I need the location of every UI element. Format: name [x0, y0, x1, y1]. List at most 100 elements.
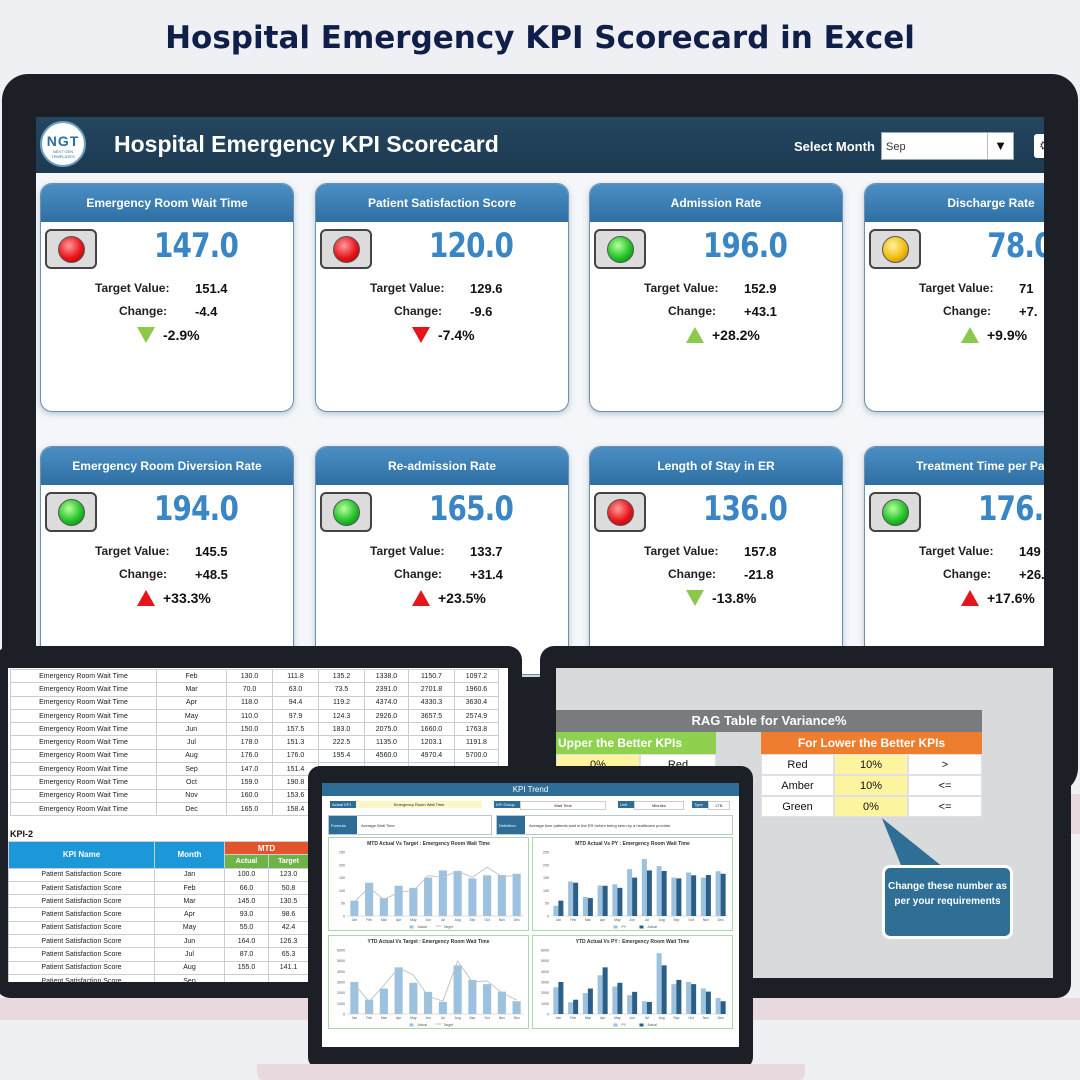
- table-cell[interactable]: Emergency Room Wait Time: [10, 762, 157, 777]
- table-cell[interactable]: 1338.0: [364, 668, 409, 684]
- table-cell[interactable]: 157.5: [272, 722, 319, 737]
- table-cell[interactable]: 1150.7: [408, 668, 455, 684]
- table-cell[interactable]: 130.0: [226, 668, 273, 684]
- table-cell[interactable]: 50.8: [267, 880, 310, 896]
- table-cell[interactable]: 1203.1: [408, 735, 455, 750]
- table-cell[interactable]: 165.0: [226, 801, 273, 817]
- table-cell[interactable]: 2926.0: [364, 708, 409, 724]
- chart-bar[interactable]: [350, 900, 359, 916]
- table-cell[interactable]: 1097.2: [454, 668, 499, 684]
- table-cell[interactable]: 4970.4: [408, 748, 455, 764]
- chart-bar[interactable]: [705, 875, 711, 916]
- table-cell[interactable]: Mar: [156, 682, 227, 697]
- chart-bar[interactable]: [700, 877, 706, 916]
- table-cell[interactable]: 66.0: [224, 880, 269, 896]
- chart-bar[interactable]: [553, 987, 559, 1014]
- chart-bar[interactable]: [671, 877, 677, 916]
- chart-bar[interactable]: [497, 991, 506, 1014]
- table-cell[interactable]: Emergency Room Wait Time: [10, 775, 157, 790]
- table-cell[interactable]: 94.4: [272, 695, 319, 710]
- chart-bar[interactable]: [438, 870, 447, 916]
- table-cell[interactable]: 2701.8: [408, 682, 455, 697]
- chart-bar[interactable]: [627, 869, 633, 916]
- table-cell[interactable]: Emergency Room Wait Time: [10, 788, 157, 803]
- table-cell[interactable]: 3630.4: [454, 695, 499, 710]
- table-cell[interactable]: 55.0: [224, 920, 269, 936]
- chart-bar[interactable]: [568, 881, 574, 916]
- chart-bar[interactable]: [409, 982, 418, 1014]
- chart-bar[interactable]: [612, 986, 618, 1014]
- table-cell[interactable]: Mar: [154, 894, 225, 909]
- table-cell[interactable]: 98.6: [267, 907, 310, 922]
- table-cell[interactable]: Feb: [156, 668, 227, 684]
- chart-bar[interactable]: [453, 965, 462, 1014]
- chart-bar[interactable]: [424, 991, 433, 1014]
- table-cell[interactable]: 63.0: [272, 682, 319, 697]
- table-cell[interactable]: May: [154, 920, 225, 936]
- table-cell[interactable]: Aug: [154, 960, 225, 975]
- month-dropdown[interactable]: Sep ▼: [881, 132, 1014, 160]
- chart-bar[interactable]: [691, 984, 697, 1014]
- table-cell[interactable]: 70.0: [226, 682, 273, 697]
- chart-bar[interactable]: [720, 873, 726, 916]
- chart-bar[interactable]: [676, 878, 682, 916]
- table-cell[interactable]: 5700.0: [454, 748, 499, 764]
- chart-bar[interactable]: [691, 875, 697, 916]
- table-cell[interactable]: 124.3: [318, 708, 365, 724]
- table-cell[interactable]: 151.3: [272, 735, 319, 750]
- table-cell[interactable]: Patient Satisfaction Score: [8, 880, 155, 896]
- rag-threshold-cell[interactable]: 10%: [834, 775, 908, 796]
- chart-bar[interactable]: [617, 982, 623, 1014]
- table-cell[interactable]: 155.0: [224, 960, 269, 975]
- chart-bar[interactable]: [632, 877, 638, 916]
- chart-bar[interactable]: [700, 988, 706, 1014]
- chart-bar[interactable]: [582, 897, 588, 916]
- table-cell[interactable]: 150.0: [226, 722, 273, 737]
- table-cell[interactable]: 73.5: [318, 682, 365, 697]
- chart-bar[interactable]: [587, 988, 593, 1014]
- table-cell[interactable]: 176.0: [272, 748, 319, 764]
- table-cell[interactable]: Patient Satisfaction Score: [8, 920, 155, 936]
- table-cell[interactable]: 2391.0: [364, 682, 409, 697]
- chart-bar[interactable]: [582, 993, 588, 1014]
- chart-bar[interactable]: [558, 900, 564, 916]
- chart-bar[interactable]: [632, 991, 638, 1014]
- table-cell[interactable]: 159.0: [226, 775, 273, 790]
- table-cell[interactable]: Patient Satisfaction Score: [8, 934, 155, 949]
- table-cell[interactable]: 183.0: [318, 722, 365, 737]
- table-cell[interactable]: 4560.0: [364, 748, 409, 764]
- table-cell[interactable]: 176.0: [226, 748, 273, 764]
- table-cell[interactable]: 164.0: [224, 934, 269, 949]
- chart-bar[interactable]: [656, 866, 662, 916]
- chart-bar[interactable]: [602, 885, 608, 916]
- table-cell[interactable]: 110.0: [226, 708, 273, 724]
- table-cell[interactable]: 100.0: [224, 867, 269, 882]
- table-cell[interactable]: 97.9: [272, 708, 319, 724]
- chart-bar[interactable]: [705, 991, 711, 1014]
- table-cell[interactable]: Jul: [154, 947, 225, 962]
- table-cell[interactable]: 145.0: [224, 894, 269, 909]
- table-cell[interactable]: 65.3: [267, 947, 310, 962]
- chart-bar[interactable]: [512, 873, 521, 916]
- table-cell[interactable]: 42.4: [267, 920, 310, 936]
- table-cell[interactable]: Nov: [156, 788, 227, 803]
- table-cell[interactable]: Emergency Room Wait Time: [10, 682, 157, 697]
- rag-threshold-cell[interactable]: 10%: [834, 754, 908, 775]
- settings-icon[interactable]: ⚙: [1034, 134, 1044, 158]
- table-cell[interactable]: 126.3: [267, 934, 310, 949]
- table-cell[interactable]: Patient Satisfaction Score: [8, 947, 155, 962]
- chart-bar[interactable]: [641, 1001, 647, 1014]
- table-cell[interactable]: [267, 973, 310, 982]
- chart-bar[interactable]: [497, 875, 506, 916]
- table-cell[interactable]: 1763.8: [454, 722, 499, 737]
- chart-bar[interactable]: [568, 1002, 574, 1014]
- chart-bar[interactable]: [365, 882, 374, 916]
- chart-bar[interactable]: [646, 1001, 652, 1014]
- table-cell[interactable]: Patient Satisfaction Score: [8, 867, 155, 882]
- chart-bar[interactable]: [379, 898, 388, 916]
- table-cell[interactable]: 130.5: [267, 894, 310, 909]
- table-cell[interactable]: 195.4: [318, 748, 365, 764]
- chart-bar[interactable]: [646, 870, 652, 916]
- chart-bar[interactable]: [641, 858, 647, 916]
- chart-bar[interactable]: [676, 979, 682, 1014]
